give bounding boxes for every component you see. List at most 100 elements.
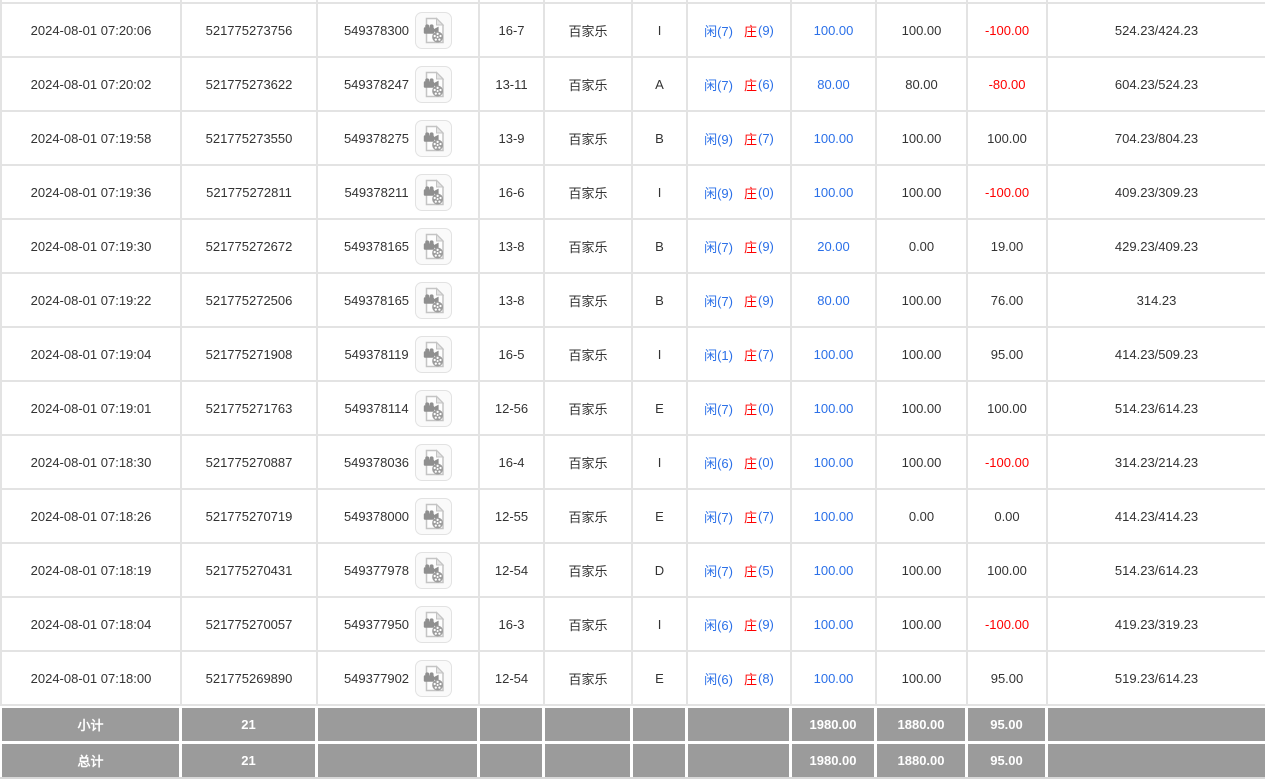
result-cell: 闲(7) 庄 (9)	[688, 220, 792, 272]
bet-time-cell: 2024-08-01 07:19:22	[0, 274, 182, 326]
table-round-cell: 16-5	[480, 328, 545, 380]
desk-letter-cell: I	[633, 436, 688, 488]
bet-amount-link[interactable]: 100.00	[813, 130, 854, 146]
round-id: 549378036	[343, 454, 410, 470]
bet-amount-link[interactable]: 100.00	[813, 454, 854, 470]
table-row: 2024-08-01 07:19:04 521775271908 5493781…	[0, 328, 1265, 382]
summary-empty-cell	[480, 708, 545, 741]
balance-cell: 414.23/414.23	[1114, 508, 1199, 524]
game-name-cell: 百家乐	[545, 544, 633, 596]
bet-amount-link[interactable]: 100.00	[813, 346, 854, 362]
valid-amount-cell: 80.00	[877, 58, 968, 110]
banker-result-label: 庄	[743, 131, 757, 147]
win-loss-value: -100.00	[984, 22, 1030, 38]
game-name-cell: 百家乐	[545, 166, 633, 218]
round-id-cell: 549378000	[318, 490, 480, 542]
bet-amount-link[interactable]: 80.00	[817, 76, 850, 92]
video-replay-button[interactable]	[415, 11, 453, 49]
bet-id-cell: 521775273756	[182, 4, 318, 56]
bet-amount-link[interactable]: 20.00	[817, 238, 850, 254]
bet-amount-cell: 100.00	[792, 382, 877, 434]
banker-result-points: (9)	[758, 238, 774, 254]
bet-id-cell: 521775270719	[182, 490, 318, 542]
balance-cell: 519.23/614.23	[1114, 670, 1199, 686]
bet-amount-link[interactable]: 100.00	[813, 22, 854, 38]
video-replay-button[interactable]	[415, 65, 453, 103]
bet-time-cell: 2024-08-01 07:18:30	[0, 436, 182, 488]
video-replay-button[interactable]	[415, 119, 453, 157]
balance-cell: 604.23/524.23	[1114, 76, 1199, 92]
table-round-cell: 13-9	[480, 112, 545, 164]
round-id-cell: 549378036	[318, 436, 480, 488]
game-name-cell: 百家乐	[545, 112, 633, 164]
video-replay-button[interactable]	[415, 497, 453, 535]
win-loss-value: 95.00	[990, 670, 1024, 686]
bet-amount-link[interactable]: 100.00	[813, 508, 854, 524]
game-name-cell: 百家乐	[545, 598, 633, 650]
summary-body: 小计 21 1980.00 1880.00 95.00 总计 21 1980.0…	[0, 708, 1265, 779]
player-result: 闲(7)	[704, 239, 733, 255]
player-result: 闲(6)	[704, 617, 733, 633]
video-replay-button[interactable]	[414, 173, 452, 211]
bet-amount-cell: 100.00	[792, 112, 877, 164]
bet-id-cell: 521775272506	[182, 274, 318, 326]
desk-letter-cell: A	[633, 58, 688, 110]
video-replay-button[interactable]	[414, 335, 452, 373]
video-replay-button[interactable]	[415, 551, 453, 589]
desk-letter-cell: I	[633, 4, 688, 56]
win-loss-cell: 95.00	[968, 652, 1048, 704]
round-id-cell: 549378165	[318, 220, 480, 272]
video-replay-button[interactable]	[415, 605, 453, 643]
banker-result-points: (7)	[758, 346, 774, 362]
video-file-icon	[423, 178, 444, 205]
bet-time-cell: 2024-08-01 07:18:26	[0, 490, 182, 542]
valid-amount-cell: 0.00	[877, 490, 968, 542]
valid-amount-cell: 0.00	[877, 220, 968, 272]
banker-result-points: (8)	[758, 670, 774, 686]
bet-id-cell: 521775272672	[182, 220, 318, 272]
round-id-cell: 549378119	[318, 328, 480, 380]
desk-letter-cell: D	[633, 544, 688, 596]
player-result: 闲(7)	[704, 293, 733, 309]
desk-letter-cell: B	[633, 274, 688, 326]
video-replay-button[interactable]	[415, 227, 453, 265]
desk-letter-cell: E	[633, 382, 688, 434]
table-row: 2024-08-01 07:18:04 521775270057 5493779…	[0, 598, 1265, 652]
round-id: 549378114	[344, 400, 409, 416]
video-replay-button[interactable]	[415, 281, 453, 319]
desk-letter-cell: E	[633, 490, 688, 542]
video-replay-button[interactable]	[414, 389, 452, 427]
bet-id-cell: 521775270057	[182, 598, 318, 650]
bet-amount-link[interactable]: 100.00	[813, 670, 854, 686]
bet-amount-link[interactable]: 100.00	[813, 562, 854, 578]
summary-empty-cell	[633, 708, 688, 741]
round-id-cell: 549377902	[318, 652, 480, 704]
bet-id-cell: 521775271763	[182, 382, 318, 434]
bet-id-cell: 521775273550	[182, 112, 318, 164]
video-file-icon	[423, 124, 445, 151]
player-result: 闲(6)	[704, 671, 733, 687]
bet-amount-cell: 100.00	[792, 490, 877, 542]
win-loss-cell: -80.00	[968, 58, 1048, 110]
bet-amount-link[interactable]: 100.00	[813, 616, 854, 632]
balance-cell: 514.23/614.23	[1114, 562, 1199, 578]
video-file-icon	[423, 340, 444, 367]
win-loss-value: -100.00	[984, 616, 1030, 632]
bet-amount-link[interactable]: 80.00	[817, 292, 850, 308]
video-replay-button[interactable]	[415, 443, 453, 481]
bet-amount-link[interactable]: 100.00	[813, 400, 854, 416]
summary-row: 总计 21 1980.00 1880.00 95.00	[0, 744, 1265, 779]
bet-amount-cell: 100.00	[792, 598, 877, 650]
table-round-cell: 12-54	[480, 652, 545, 704]
video-replay-button[interactable]	[415, 659, 453, 697]
table-round-cell: 16-6	[480, 166, 545, 218]
bet-amount-link[interactable]: 100.00	[813, 184, 854, 200]
result-cell: 闲(7) 庄 (6)	[688, 58, 792, 110]
balance-cell: 314.23/214.23	[1114, 454, 1199, 470]
banker-result-label: 庄	[743, 347, 757, 363]
game-name-cell: 百家乐	[545, 490, 633, 542]
banker-result-points: (6)	[758, 76, 774, 92]
table-round-cell: 12-54	[480, 544, 545, 596]
table-row: 2024-08-01 07:19:30 521775272672 5493781…	[0, 220, 1265, 274]
